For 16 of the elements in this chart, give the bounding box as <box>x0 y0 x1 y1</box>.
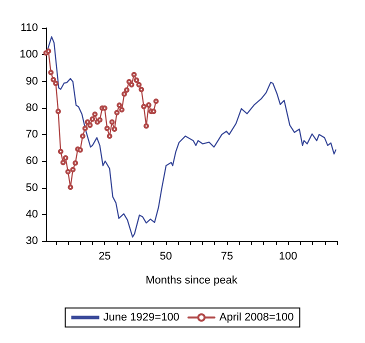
legend-label: June 1929=100 <box>103 312 180 324</box>
y-tick-label: 60 <box>26 155 38 168</box>
y-tick-label: 30 <box>26 235 38 247</box>
y-tick-label: 70 <box>26 128 38 140</box>
x-tick-label: 100 <box>278 250 298 262</box>
legend-label: April 2008=100 <box>219 312 294 324</box>
y-tick-label: 90 <box>26 75 38 88</box>
y-tick-label: 110 <box>20 22 38 34</box>
y-tick-label: 40 <box>26 208 38 220</box>
y-tick-label: 100 <box>20 48 38 61</box>
x-tick-label: 25 <box>98 250 111 262</box>
x-tick-label: 50 <box>160 250 172 262</box>
x-axis-title: Months since peak <box>146 274 238 286</box>
y-tick-label: 80 <box>26 102 38 114</box>
x-tick-label: 75 <box>220 250 234 262</box>
y-tick-label: 50 <box>26 182 38 194</box>
